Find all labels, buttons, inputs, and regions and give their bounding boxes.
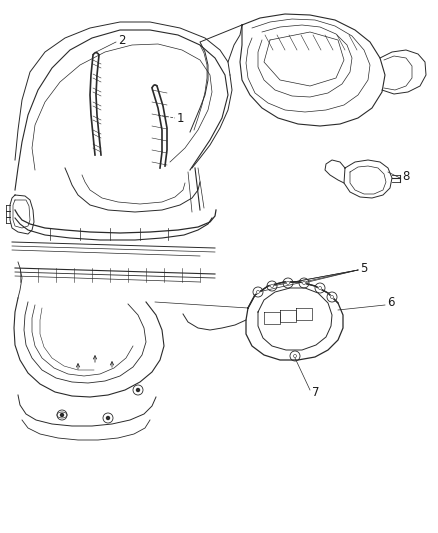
- Circle shape: [60, 414, 64, 416]
- Text: 5: 5: [360, 262, 367, 274]
- Circle shape: [318, 287, 321, 289]
- Circle shape: [286, 281, 290, 285]
- Text: 2: 2: [118, 34, 126, 46]
- Circle shape: [106, 416, 110, 419]
- Text: 8: 8: [402, 169, 410, 182]
- Circle shape: [271, 285, 273, 287]
- Circle shape: [303, 281, 305, 285]
- Text: 6: 6: [387, 296, 395, 310]
- Circle shape: [331, 295, 333, 298]
- Text: 7: 7: [312, 385, 319, 399]
- Circle shape: [257, 290, 259, 294]
- Text: 1: 1: [177, 111, 184, 125]
- Circle shape: [137, 389, 139, 392]
